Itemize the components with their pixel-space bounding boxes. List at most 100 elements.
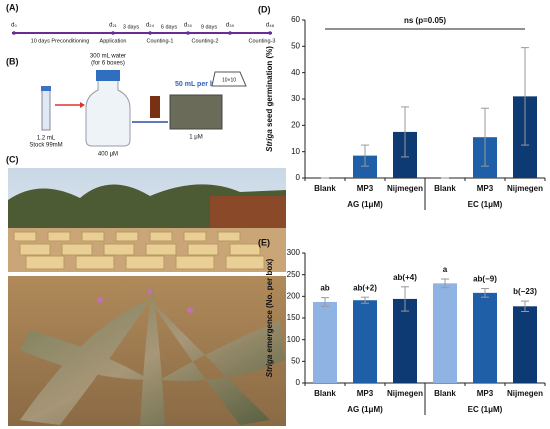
event-label: Counting-3 (249, 38, 276, 44)
x-tick-label: Blank (434, 184, 456, 193)
day-point (148, 31, 152, 35)
flower (147, 289, 153, 295)
x-tick-label: Blank (434, 389, 456, 398)
error-bar (481, 288, 489, 298)
y-tick-label: 50 (291, 356, 300, 365)
flower (97, 297, 103, 303)
panel-label: (C) (6, 154, 19, 164)
group-label: EC (1μM) (468, 200, 503, 209)
bar (353, 300, 377, 383)
y-axis-label: Striga emergence (No. per box) (265, 258, 274, 377)
annotation: ab(+2) (353, 283, 377, 292)
photo-box (47, 231, 71, 242)
box (169, 94, 223, 130)
y-tick-label: 250 (287, 270, 301, 279)
y-tick-label: 20 (291, 120, 300, 129)
bar (513, 306, 537, 383)
y-tick-label: 0 (296, 173, 301, 182)
error-bar (361, 144, 369, 167)
y-axis-label-part: Striga (265, 354, 274, 377)
timeline-labels: d₀ d₂₁ d₂₄ d₃₀ d₃₉ d₄₈ 10 days Preconditioning… (11, 23, 275, 45)
panel-label: (D) (258, 4, 271, 14)
stock-text: Stock 99mM (29, 143, 62, 149)
day-label: d₀ (11, 23, 17, 29)
photo-box (229, 243, 261, 256)
panel-label: (E) (258, 237, 270, 247)
error-bar (361, 296, 369, 304)
bar (433, 283, 457, 383)
panel-label: (A) (6, 2, 19, 12)
box-text: 1 μM (189, 135, 202, 141)
tube (41, 89, 51, 131)
y-tick-label: 10 (291, 147, 300, 156)
day-point (12, 31, 16, 35)
photo-box (145, 243, 177, 256)
bar (353, 155, 377, 178)
event-label: Application (100, 38, 127, 44)
annotation: b(−23) (513, 287, 537, 296)
annotation: ab(+4) (393, 273, 417, 282)
error-bar (401, 286, 409, 312)
interval-label: 9 days (201, 24, 217, 30)
day-point (228, 31, 232, 35)
day-label: d₃₀ (184, 23, 193, 29)
photo-box (225, 255, 265, 270)
photo-box (13, 231, 37, 242)
group-label: AG (1μM) (347, 405, 383, 414)
annotation: a (443, 265, 448, 274)
per-box-text: 50 mL per box (175, 81, 222, 88)
charts: (D) Striga seed germination (%) 0 10 20 30 40 5… (258, 4, 546, 415)
group-label: AG (1μM) (347, 200, 383, 209)
y-tick-label: 100 (287, 335, 301, 344)
bar (313, 301, 337, 383)
error-bar (521, 47, 529, 146)
y-tick-label: 300 (287, 248, 301, 257)
day-label: d₂₁ (109, 23, 117, 29)
note: ns (p=0.05) (404, 16, 446, 25)
photo-box (19, 243, 51, 256)
photo-box (115, 231, 139, 242)
y-tick-label: 40 (291, 68, 300, 77)
y-tick-label: 60 (291, 15, 300, 24)
y-axis-label: Striga seed germination (%) (265, 46, 274, 152)
photo-box (81, 231, 105, 242)
photo-box (187, 243, 219, 256)
photo-box (217, 231, 241, 242)
y-tick-label: 50 (291, 41, 300, 50)
can-text: 10×10 (222, 77, 236, 83)
photo-box (125, 255, 165, 270)
arrow-head (80, 102, 85, 108)
photo-box (25, 255, 65, 270)
error-bar (321, 297, 329, 307)
annotation: ab (320, 284, 329, 293)
y-tick-label: 0 (296, 378, 301, 387)
interval-label: 10 days Preconditioning (31, 38, 90, 44)
water-text: (for 6 boxes) (91, 61, 125, 67)
day-label: d₄₈ (266, 23, 275, 29)
x-tick-label: Nijmegen (387, 184, 423, 193)
interval-label: 3 days (123, 24, 139, 30)
photo-box (149, 231, 173, 242)
event-label: Counting-2 (192, 38, 219, 44)
water-text: 300 mL water (90, 54, 126, 60)
x-tick-label: Blank (314, 389, 336, 398)
x-tick-label: Nijmegen (507, 389, 543, 398)
day-point (111, 31, 115, 35)
error-bar (521, 300, 529, 312)
flower (187, 307, 193, 313)
y-axis-label-part: Striga (265, 129, 274, 152)
x-tick-label: MP3 (477, 184, 494, 193)
tube-cap (41, 86, 51, 91)
error-bar (401, 106, 409, 158)
y-axis-label-part: emergence (No. per box) (265, 258, 274, 354)
day-point (186, 31, 190, 35)
photo-box (183, 231, 207, 242)
x-tick-label: MP3 (357, 184, 374, 193)
bottle (85, 79, 131, 147)
annotation: ab(−9) (473, 275, 497, 284)
bar (393, 298, 417, 383)
panel-label: (B) (6, 56, 19, 66)
x-tick-label: Nijmegen (507, 184, 543, 193)
x-tick-label: MP3 (477, 389, 494, 398)
